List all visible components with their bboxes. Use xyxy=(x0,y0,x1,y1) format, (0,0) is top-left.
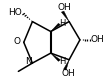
Polygon shape xyxy=(51,23,60,32)
Text: HO: HO xyxy=(8,8,22,17)
Text: H: H xyxy=(59,57,66,66)
Polygon shape xyxy=(64,60,69,70)
Text: O: O xyxy=(13,37,20,46)
Text: OH: OH xyxy=(91,35,105,44)
Text: OH: OH xyxy=(61,69,75,78)
Polygon shape xyxy=(51,53,60,61)
Polygon shape xyxy=(61,11,69,22)
Text: OH: OH xyxy=(58,3,72,12)
Text: H: H xyxy=(59,19,66,28)
Text: N: N xyxy=(25,57,31,66)
